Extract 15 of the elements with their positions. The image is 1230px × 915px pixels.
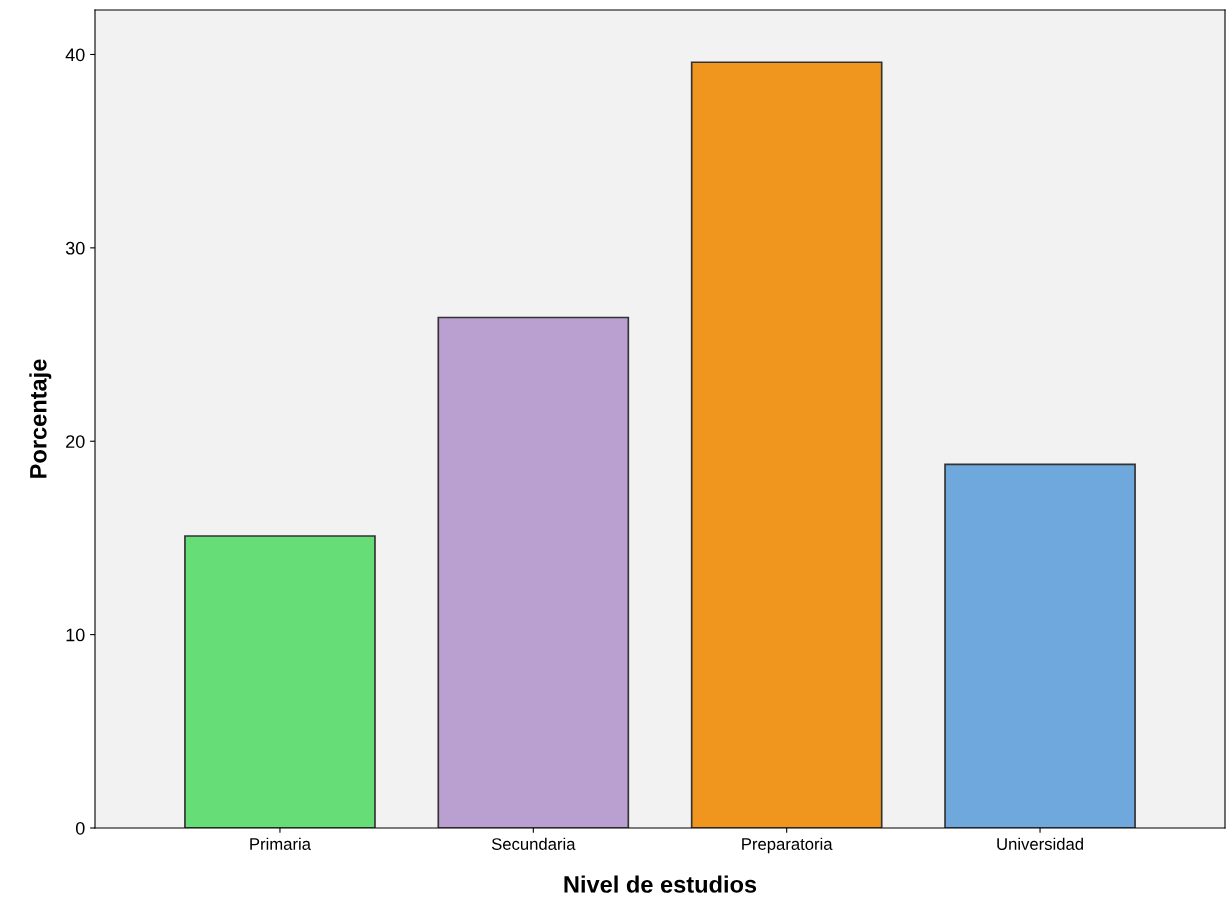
x-axis-title: Nivel de estudios xyxy=(564,875,757,893)
y-tick-label: 30 xyxy=(65,241,85,255)
y-axis-title: Porcentaje xyxy=(29,359,52,478)
y-tick-label: 0 xyxy=(75,821,85,835)
bar xyxy=(184,535,376,828)
y-tick-label: 20 xyxy=(66,435,85,448)
y-tick-label: 40 xyxy=(65,48,85,62)
x-tick-label: Preparatoria xyxy=(742,837,833,854)
bar xyxy=(437,316,630,828)
x-tick-label: Primaria xyxy=(250,837,311,850)
y-tick-label: 10 xyxy=(66,628,85,642)
x-tick-label: Secundaria xyxy=(491,837,576,850)
bar xyxy=(690,61,883,828)
bar xyxy=(944,463,1136,828)
x-tick-label: Universidad xyxy=(997,837,1083,850)
